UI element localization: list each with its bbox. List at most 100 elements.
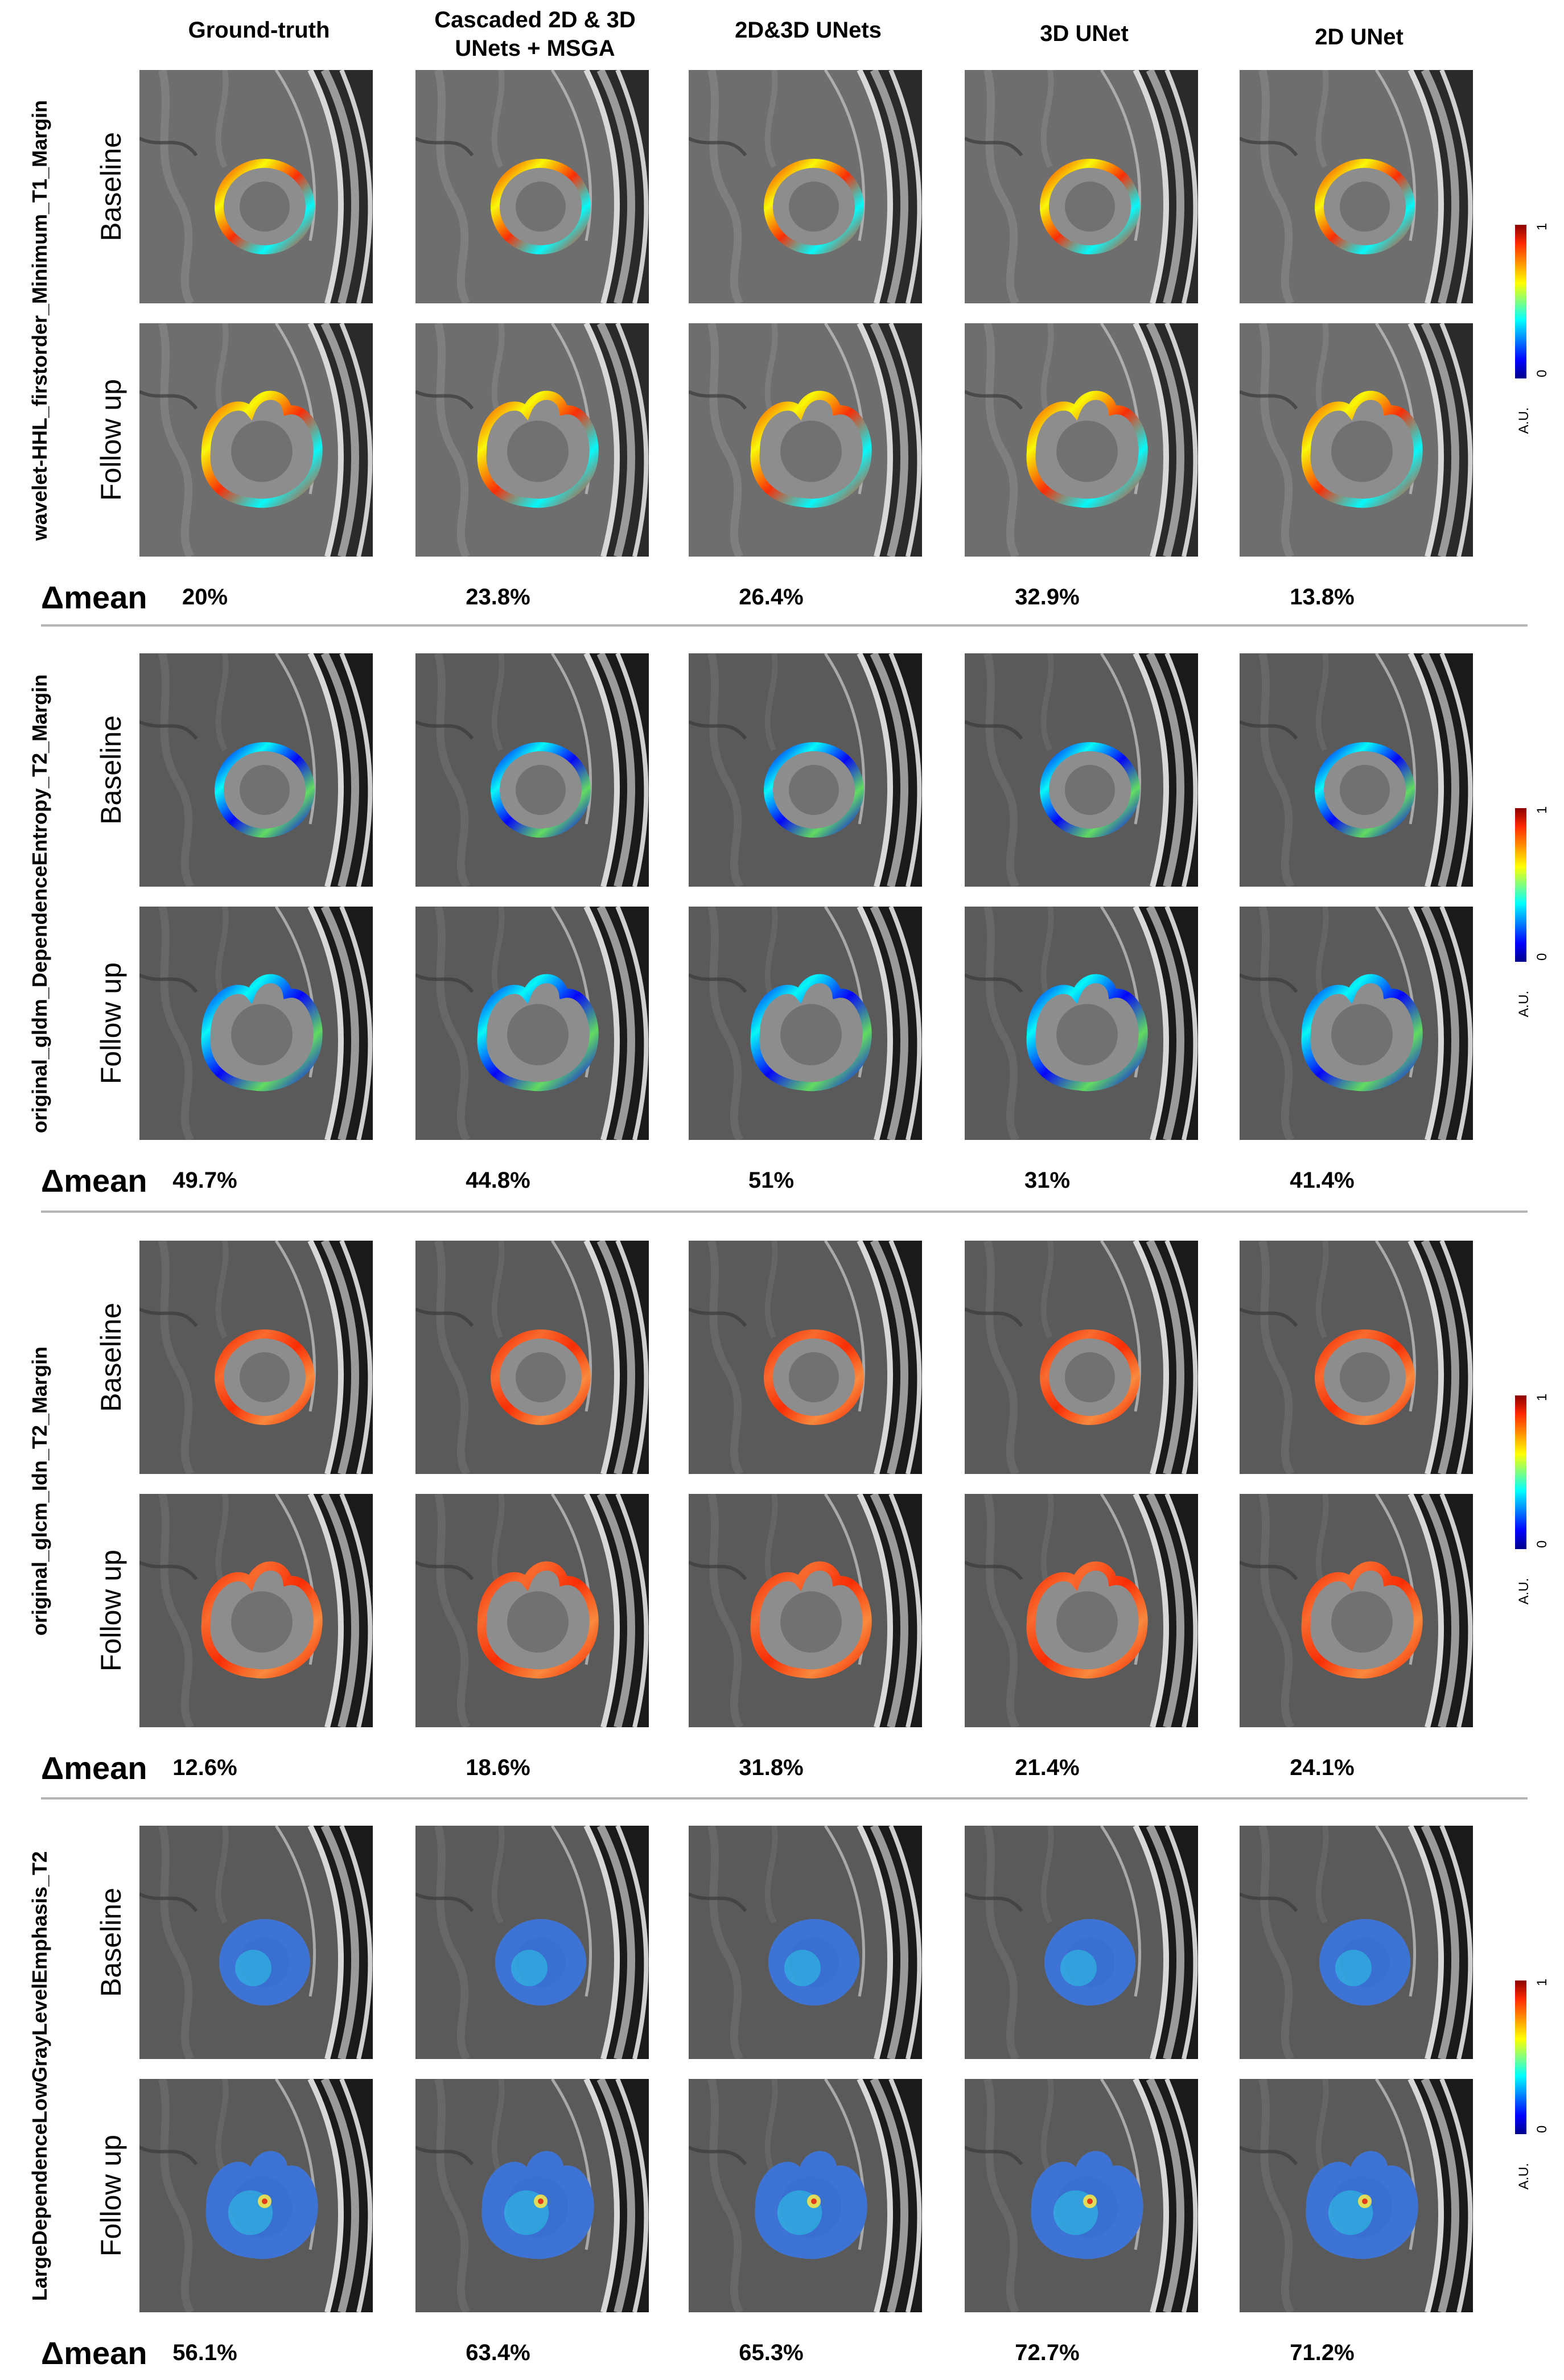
follow-up-image-u3d <box>965 2079 1198 2312</box>
delta-mean-value-gt: 49.7% <box>172 1168 237 1193</box>
colorbar-min-label: 0 <box>1534 369 1550 377</box>
delta-mean-value-cascade: 51% <box>748 1168 795 1193</box>
delta-mean-value-msga: 63.4% <box>466 2340 530 2365</box>
feature-label: original_glcm_Idn_T2_Margin <box>28 1346 51 1636</box>
baseline-image-gt <box>139 1241 373 1474</box>
delta-mean-value-u2d: 13.8% <box>1290 584 1355 610</box>
delta-mean-label: Δmean <box>41 1750 147 1786</box>
baseline-image-u2d <box>1240 70 1473 303</box>
baseline-image-cascade <box>689 70 922 303</box>
col-header-msga: Cascaded 2D & 3D UNets + MSGA <box>434 7 636 61</box>
baseline-image-u3d <box>965 653 1198 887</box>
delta-mean-value-msga: 44.8% <box>466 1168 530 1193</box>
row-label-baseline: Baseline <box>95 1888 127 1997</box>
follow-up-image-gt <box>139 907 373 1140</box>
row-label-baseline: Baseline <box>95 715 127 825</box>
delta-mean-value-cascade: 65.3% <box>739 2340 804 2365</box>
row-label-follow-up: Follow up <box>95 1550 127 1671</box>
follow-up-image-u2d <box>1240 1494 1473 1727</box>
follow-up-image-msga <box>415 323 649 557</box>
follow-up-image-u2d <box>1240 2079 1473 2312</box>
delta-mean-value-gt: 56.1% <box>172 2340 237 2365</box>
delta-mean-value-u3d: 31% <box>1024 1168 1071 1193</box>
follow-up-image-u3d <box>965 1494 1198 1727</box>
baseline-image-gt <box>139 1826 373 2059</box>
delta-mean-value-gt: 12.6% <box>172 1755 237 1780</box>
section-separator <box>41 624 1528 627</box>
follow-up-image-msga <box>415 2079 649 2312</box>
row-label-baseline: Baseline <box>95 1303 127 1412</box>
follow-up-image-cascade <box>689 1494 922 1727</box>
colorbar <box>1515 1395 1526 1549</box>
delta-mean-label: Δmean <box>41 2335 147 2371</box>
follow-up-image-gt <box>139 323 373 557</box>
section-separator <box>41 1210 1528 1213</box>
col-header-ground-truth: Ground-truth <box>188 18 330 43</box>
col-header-2d3d-unets: 2D&3D UNets <box>735 18 882 43</box>
baseline-image-u2d <box>1240 1826 1473 2059</box>
follow-up-image-cascade <box>689 907 922 1140</box>
delta-mean-label: Δmean <box>41 1163 147 1199</box>
row-label-follow-up: Follow up <box>95 2135 127 2257</box>
delta-mean-value-u3d: 32.9% <box>1015 584 1080 610</box>
follow-up-image-cascade <box>689 2079 922 2312</box>
baseline-image-gt <box>139 70 373 303</box>
follow-up-image-msga <box>415 907 649 1140</box>
baseline-image-msga <box>415 653 649 887</box>
follow-up-image-u3d <box>965 323 1198 557</box>
follow-up-image-u2d <box>1240 907 1473 1140</box>
colorbar-max-label: 1 <box>1534 1978 1550 1986</box>
feature-label: original_gldm_DependenceEntropy_T2_Margi… <box>28 674 51 1134</box>
delta-mean-value-msga: 23.8% <box>466 584 530 610</box>
colorbar-unit-label: A.U. <box>1516 990 1532 1018</box>
delta-mean-value-cascade: 31.8% <box>739 1755 804 1780</box>
baseline-image-u3d <box>965 70 1198 303</box>
delta-mean-value-u3d: 21.4% <box>1015 1755 1080 1780</box>
follow-up-image-u3d <box>965 907 1198 1140</box>
baseline-image-msga <box>415 1241 649 1474</box>
delta-mean-value-u2d: 24.1% <box>1290 1755 1355 1780</box>
baseline-image-u2d <box>1240 1241 1473 1474</box>
delta-mean-value-cascade: 26.4% <box>739 584 804 610</box>
follow-up-image-gt <box>139 1494 373 1727</box>
follow-up-image-msga <box>415 1494 649 1727</box>
row-label-follow-up: Follow up <box>95 962 127 1084</box>
follow-up-image-gt <box>139 2079 373 2312</box>
delta-mean-value-u2d: 41.4% <box>1290 1168 1355 1193</box>
col-header-3d-unet: 3D UNet <box>1040 21 1129 46</box>
baseline-image-u3d <box>965 1241 1198 1474</box>
baseline-image-gt <box>139 653 373 887</box>
colorbar-min-label: 0 <box>1534 1540 1550 1548</box>
colorbar-min-label: 0 <box>1534 953 1550 961</box>
colorbar <box>1515 808 1526 962</box>
colorbar-unit-label: A.U. <box>1516 2163 1532 2190</box>
delta-mean-value-gt: 20% <box>182 584 228 610</box>
colorbar-max-label: 1 <box>1534 223 1550 230</box>
delta-mean-value-u3d: 72.7% <box>1015 2340 1080 2365</box>
section-separator <box>41 1797 1528 1800</box>
baseline-image-cascade <box>689 653 922 887</box>
delta-mean-value-msga: 18.6% <box>466 1755 530 1780</box>
baseline-image-u2d <box>1240 653 1473 887</box>
colorbar-unit-label: A.U. <box>1516 1578 1532 1605</box>
baseline-image-cascade <box>689 1241 922 1474</box>
follow-up-image-u2d <box>1240 323 1473 557</box>
baseline-image-msga <box>415 1826 649 2059</box>
colorbar <box>1515 1980 1526 2134</box>
colorbar-min-label: 0 <box>1534 2125 1550 2133</box>
feature-label: wavelet-HHL_firstorder_Minimum_T1_Margin <box>28 100 51 541</box>
row-label-follow-up: Follow up <box>95 379 127 501</box>
delta-mean-label: Δmean <box>41 579 147 615</box>
follow-up-image-cascade <box>689 323 922 557</box>
baseline-image-u3d <box>965 1826 1198 2059</box>
feature-label: LargeDependenceLowGrayLevelEmphasis_T2 <box>28 1851 51 2301</box>
colorbar-max-label: 1 <box>1534 1393 1550 1401</box>
delta-mean-value-u2d: 71.2% <box>1290 2340 1355 2365</box>
colorbar-unit-label: A.U. <box>1516 407 1532 434</box>
row-label-baseline: Baseline <box>95 132 127 241</box>
baseline-image-cascade <box>689 1826 922 2059</box>
colorbar-max-label: 1 <box>1534 806 1550 814</box>
colorbar <box>1515 225 1526 378</box>
baseline-image-msga <box>415 70 649 303</box>
